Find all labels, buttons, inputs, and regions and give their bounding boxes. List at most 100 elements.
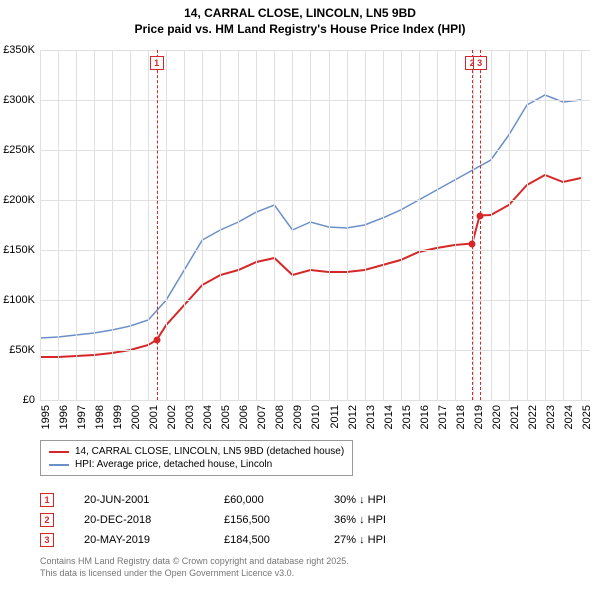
x-axis-label: 2021 <box>509 405 521 429</box>
gridline-v <box>40 50 41 400</box>
transactions-table: 1 20-JUN-2001 £60,000 30% ↓ HPI 2 20-DEC-2018… <box>40 490 414 550</box>
title-line1: 14, CARRAL CLOSE, LINCOLN, LN5 9BD <box>0 6 600 22</box>
x-axis-label: 2004 <box>202 405 214 429</box>
gridline-v <box>509 50 510 400</box>
legend-label: 14, CARRAL CLOSE, LINCOLN, LN5 9BD (deta… <box>75 446 344 457</box>
marker-point <box>153 337 160 344</box>
y-axis-label: £200K <box>3 194 35 206</box>
gridline-v <box>329 50 330 400</box>
x-axis-label: 1998 <box>94 405 106 429</box>
transaction-row: 1 20-JUN-2001 £60,000 30% ↓ HPI <box>40 490 414 510</box>
gridline-v <box>130 50 131 400</box>
gridline-h <box>40 300 590 301</box>
transaction-delta: 30% ↓ HPI <box>334 494 414 506</box>
x-axis-label: 1999 <box>112 405 124 429</box>
x-axis-label: 2005 <box>220 405 232 429</box>
transaction-delta: 27% ↓ HPI <box>334 534 414 546</box>
x-axis-label: 2013 <box>365 405 377 429</box>
marker-vline <box>157 50 158 400</box>
gridline-v <box>238 50 239 400</box>
transaction-marker-box: 3 <box>40 533 54 547</box>
footer-line1: Contains HM Land Registry data © Crown c… <box>40 556 349 568</box>
legend-item: HPI: Average price, detached house, Linc… <box>49 458 344 471</box>
x-axis-label: 2001 <box>148 405 160 429</box>
transaction-price: £156,500 <box>224 514 304 526</box>
gridline-v <box>365 50 366 400</box>
y-axis-label: £350K <box>3 44 35 56</box>
y-axis-label: £250K <box>3 144 35 156</box>
gridline-v <box>256 50 257 400</box>
marker-point <box>469 240 476 247</box>
legend-swatch <box>49 451 69 453</box>
marker-number-box: 1 <box>150 56 164 70</box>
x-axis-label: 2006 <box>238 405 250 429</box>
marker-vline <box>480 50 481 400</box>
gridline-v <box>419 50 420 400</box>
marker-number-box: 3 <box>473 56 487 70</box>
y-axis-label: £50K <box>9 344 35 356</box>
gridline-v <box>202 50 203 400</box>
chart-plot-area: £0£50K£100K£150K£200K£250K£300K£350K1995… <box>40 50 590 400</box>
y-axis-label: £100K <box>3 294 35 306</box>
gridline-v <box>112 50 113 400</box>
y-axis-label: £300K <box>3 94 35 106</box>
gridline-h <box>40 50 590 51</box>
marker-vline <box>472 50 473 400</box>
gridline-v <box>310 50 311 400</box>
transaction-row: 220-DEC-2018£156,50036% ↓ HPI <box>40 510 414 530</box>
x-axis-label: 2011 <box>329 405 341 429</box>
x-axis-label: 2024 <box>563 405 575 429</box>
legend-label: HPI: Average price, detached house, Linc… <box>75 459 272 470</box>
transaction-date: 20-DEC-2018 <box>84 514 194 526</box>
x-axis-label: 2010 <box>310 405 322 429</box>
x-axis-label: 2016 <box>419 405 431 429</box>
transaction-marker-box: 1 <box>40 493 54 507</box>
x-axis-label: 2023 <box>545 405 557 429</box>
x-axis-label: 2015 <box>401 405 413 429</box>
transaction-price: £184,500 <box>224 534 304 546</box>
title-block: 14, CARRAL CLOSE, LINCOLN, LN5 9BD Price… <box>0 0 600 37</box>
gridline-h <box>40 150 590 151</box>
x-axis-label: 2007 <box>256 405 268 429</box>
gridline-v <box>527 50 528 400</box>
y-axis-label: £150K <box>3 244 35 256</box>
x-axis-label: 2000 <box>130 405 142 429</box>
gridline-v <box>545 50 546 400</box>
gridline-v <box>581 50 582 400</box>
transaction-marker-box: 2 <box>40 513 54 527</box>
x-axis-label: 1996 <box>58 405 70 429</box>
footer-line2: This data is licensed under the Open Gov… <box>40 568 349 580</box>
gridline-v <box>274 50 275 400</box>
transaction-price: £60,000 <box>224 494 304 506</box>
gridline-v <box>184 50 185 400</box>
gridline-h <box>40 100 590 101</box>
gridline-v <box>383 50 384 400</box>
chart-container: 14, CARRAL CLOSE, LINCOLN, LN5 9BD Price… <box>0 0 600 590</box>
legend-swatch <box>49 464 69 466</box>
gridline-v <box>166 50 167 400</box>
gridline-v <box>563 50 564 400</box>
gridline-v <box>58 50 59 400</box>
x-axis-label: 2025 <box>581 405 593 429</box>
x-axis-label: 2014 <box>383 405 395 429</box>
x-axis-label: 2003 <box>184 405 196 429</box>
x-axis-label: 2002 <box>166 405 178 429</box>
x-axis-label: 2019 <box>473 405 485 429</box>
gridline-v <box>148 50 149 400</box>
gridline-v <box>292 50 293 400</box>
marker-point <box>476 212 483 219</box>
x-axis-label: 1995 <box>40 405 52 429</box>
gridline-v <box>437 50 438 400</box>
footer-attribution: Contains HM Land Registry data © Crown c… <box>40 556 349 579</box>
transaction-date: 20-JUN-2001 <box>84 494 194 506</box>
chart-svg <box>40 50 590 400</box>
gridline-v <box>220 50 221 400</box>
gridline-h <box>40 400 590 401</box>
title-line2: Price paid vs. HM Land Registry's House … <box>0 22 600 38</box>
transaction-date: 20-MAY-2019 <box>84 534 194 546</box>
gridline-v <box>76 50 77 400</box>
x-axis-label: 1997 <box>76 405 88 429</box>
gridline-h <box>40 350 590 351</box>
x-axis-label: 2012 <box>347 405 359 429</box>
gridline-v <box>401 50 402 400</box>
